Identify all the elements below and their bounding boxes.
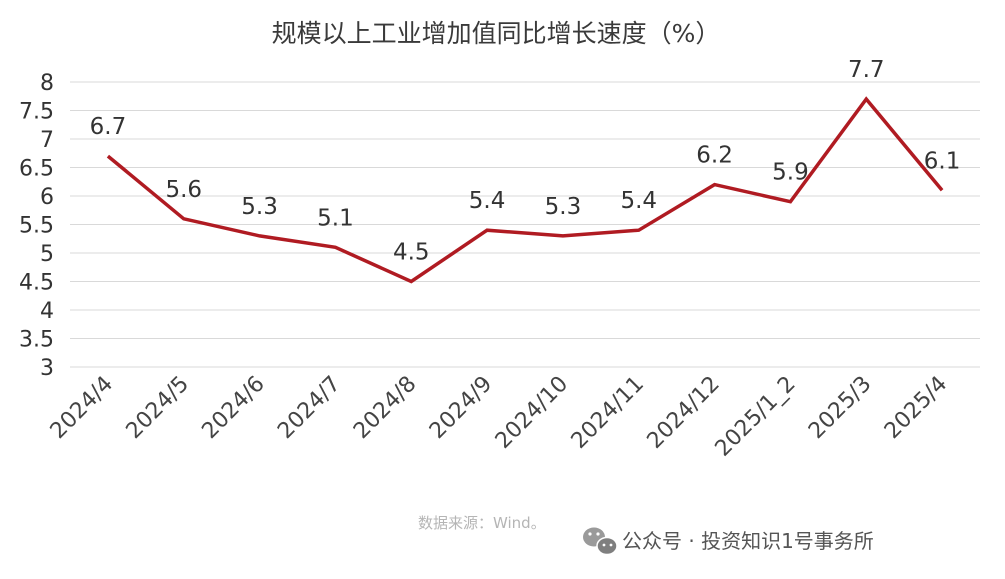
x-tick-label: 2024/11 — [567, 372, 649, 454]
y-tick-label: 6 — [40, 185, 54, 210]
data-label: 7.7 — [848, 57, 885, 83]
data-label: 5.6 — [165, 177, 202, 203]
y-tick-label: 7.5 — [19, 100, 54, 125]
series-line — [106, 96, 944, 284]
data-label: 5.4 — [620, 188, 657, 214]
data-label: 5.1 — [317, 205, 354, 231]
y-tick-label: 5.5 — [19, 214, 54, 239]
x-tick-label: 2024/5 — [122, 372, 194, 444]
x-tick-label: 2025/1_2 — [711, 372, 801, 462]
x-tick-label: 2024/8 — [349, 372, 421, 444]
x-tick-label: 2024/9 — [425, 372, 497, 444]
x-tick-label: 2024/4 — [46, 372, 118, 444]
data-label: 6.1 — [924, 148, 961, 174]
y-tick-label: 3 — [40, 356, 54, 381]
data-label: 5.4 — [469, 188, 506, 214]
data-label: 4.5 — [393, 240, 430, 266]
x-axis-ticks: 2024/4 2024/5 2024/6 2024/7 2024/8 2024/92024… — [46, 372, 953, 462]
x-tick-label: 2025/3 — [804, 372, 876, 444]
x-tick-label: 2024/6 — [197, 372, 269, 444]
data-label: 5.3 — [241, 194, 278, 220]
y-tick-label: 5 — [40, 242, 54, 267]
data-label: 6.2 — [696, 143, 733, 169]
data-label: 6.7 — [90, 114, 127, 140]
y-tick-label: 6.5 — [19, 157, 54, 182]
y-tick-label: 3.5 — [19, 328, 54, 353]
y-tick-label: 4.5 — [19, 271, 54, 296]
data-labels: 6.7 5.6 5.3 5.1 4.5 5.4 5.3 5.4 6.2 5.9 7.7 6.1 — [90, 57, 961, 265]
gridlines — [70, 81, 980, 368]
data-label: 5.3 — [545, 194, 582, 220]
y-axis-ticks: 3 3.5 4 4.5 5 5.5 6 6.5 7 7.5 8 — [19, 71, 54, 381]
source-note: 数据来源：Wind。 — [418, 514, 546, 532]
y-tick-label: 4 — [40, 299, 54, 324]
watermark-text: 公众号 · 投资知识1号事务所 — [622, 529, 874, 553]
x-tick-label: 2024/7 — [273, 372, 345, 444]
wechat-icon — [583, 527, 618, 556]
data-label: 5.9 — [772, 160, 809, 186]
chart-title: 规模以上工业增加值同比增长速度（%） — [272, 19, 721, 48]
x-tick-label: 2025/4 — [880, 372, 952, 444]
y-tick-label: 8 — [40, 71, 54, 96]
y-tick-label: 7 — [40, 128, 54, 153]
series-layer — [106, 96, 944, 284]
x-tick-label: 2024/10 — [491, 372, 573, 454]
